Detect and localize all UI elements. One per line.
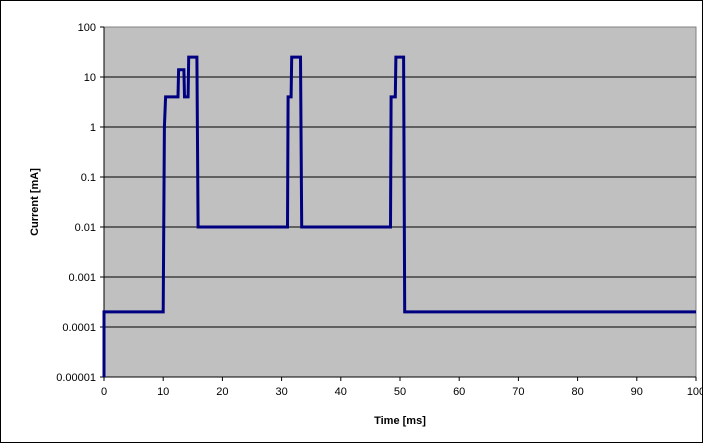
x-tick-label: 10 [157,386,169,398]
y-tick-label: 0.001 [68,272,96,284]
x-tick-label: 100 [687,386,703,398]
y-tick-labels: 0.00001 0.0001 0.001 0.01 0.1 1 10 100 [56,22,96,384]
x-tick-label: 0 [101,386,107,398]
y-tick-label: 0.00001 [56,372,96,384]
x-tick-label: 40 [335,386,347,398]
current-series-line [102,55,696,377]
x-tick-label: 20 [216,386,228,398]
x-tick-label: 80 [571,386,583,398]
y-tick-label: 0.01 [75,222,96,234]
plot-area [103,26,697,378]
x-tick-label: 50 [394,386,406,398]
x-tick-label: 60 [453,386,465,398]
series-group [102,55,696,377]
x-tick-label: 90 [631,386,643,398]
y-axis-title: Current [mA] [29,168,41,236]
x-tick-label: 30 [275,386,287,398]
x-axis-title: Time [ms] [374,415,426,427]
x-tick-label: 70 [512,386,524,398]
y-tick-label: 100 [78,22,96,34]
x-tick-labels: 0 10 20 30 40 50 60 70 80 90 100 [101,386,703,398]
y-tick-label: 10 [84,72,96,84]
y-tick-label: 0.1 [81,172,96,184]
y-tick-label: 0.0001 [62,322,96,334]
y-tick-label: 1 [90,122,96,134]
